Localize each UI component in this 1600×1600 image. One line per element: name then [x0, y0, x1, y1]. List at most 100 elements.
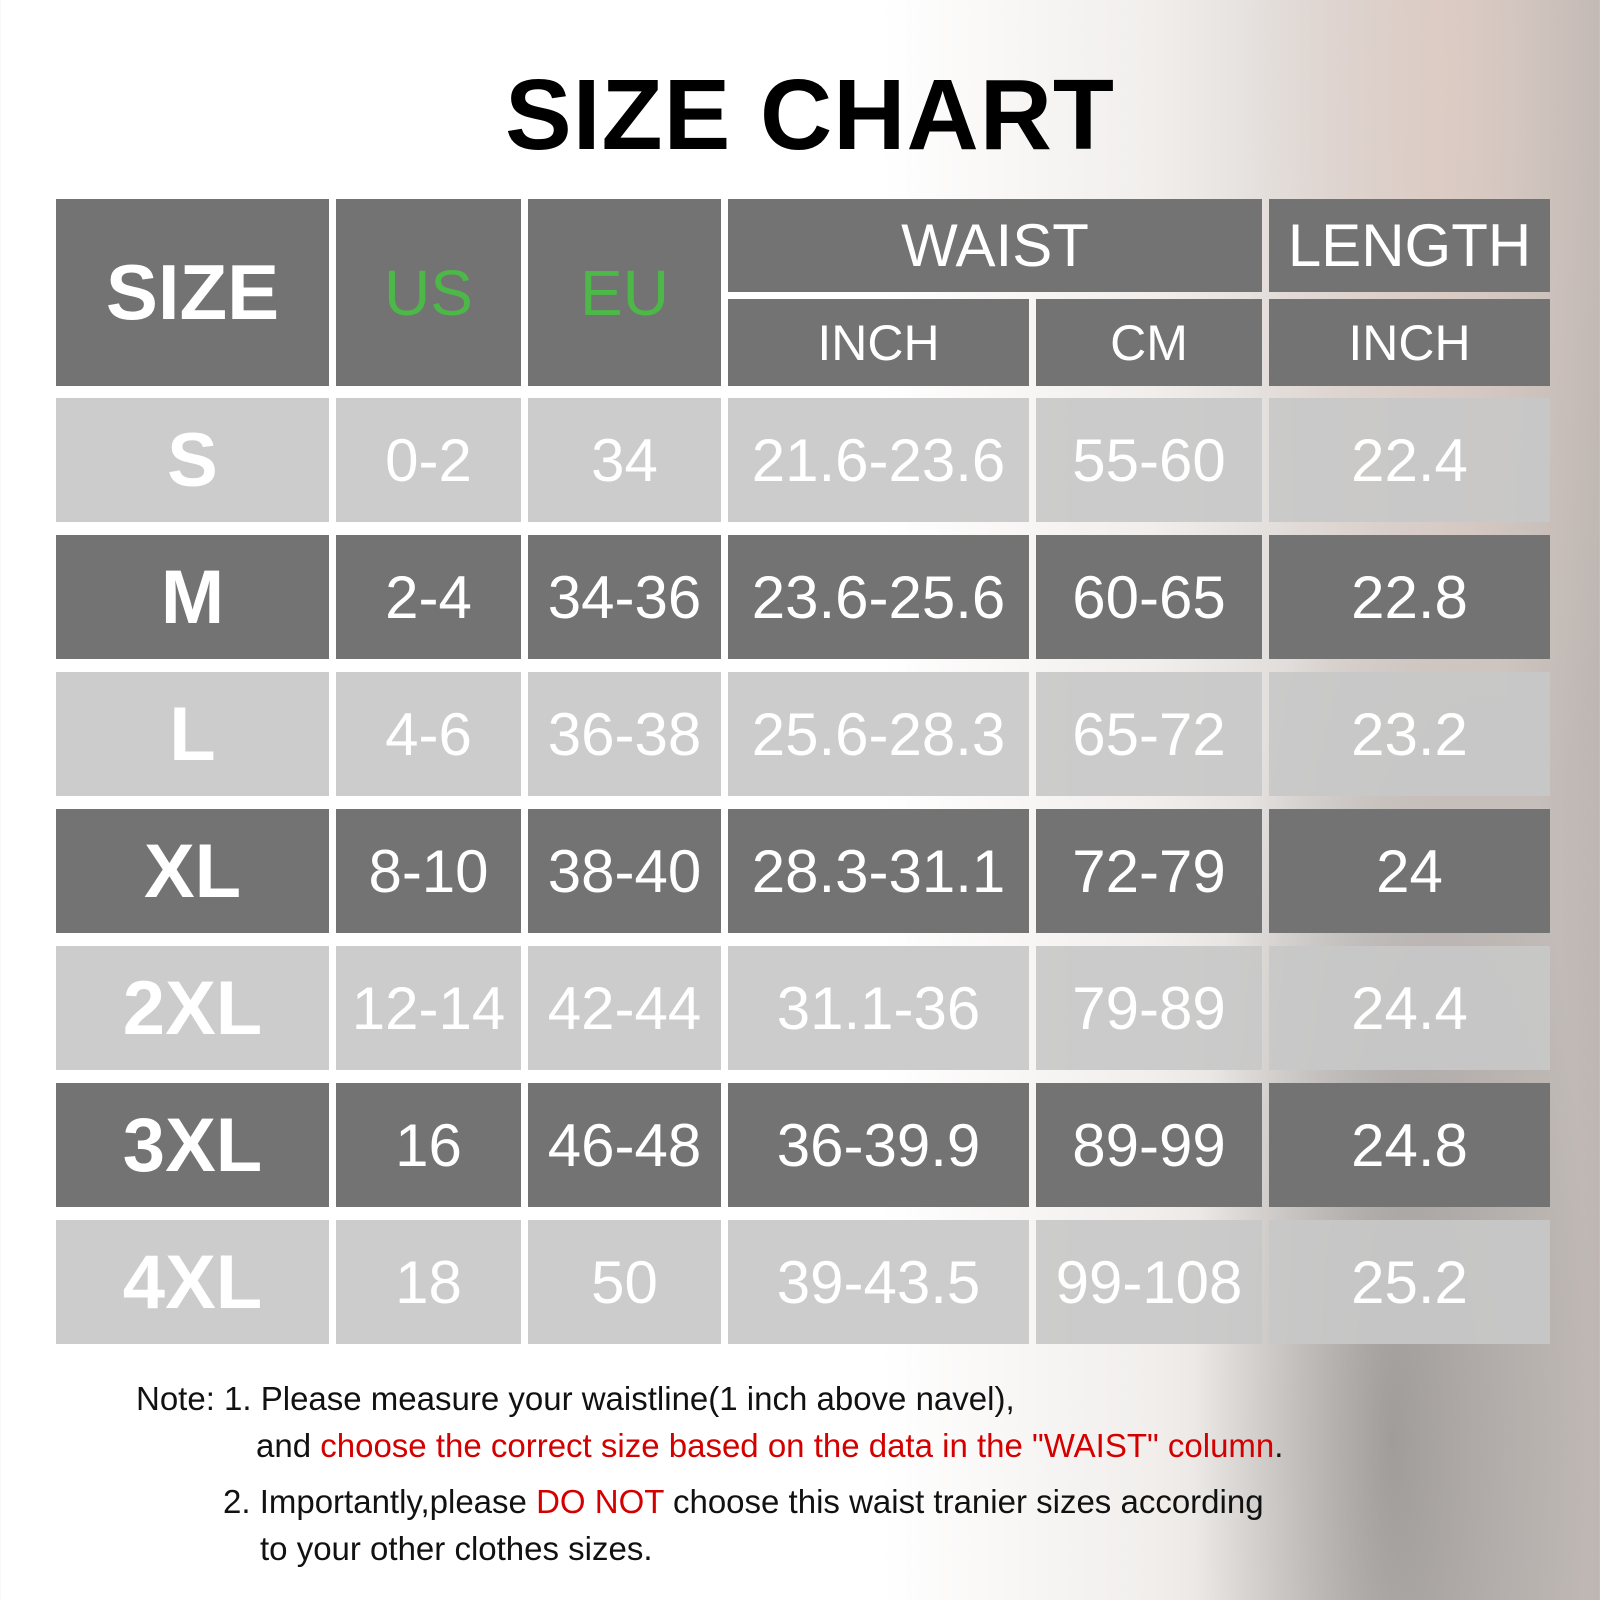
cell-inch: 23.6-25.6: [728, 535, 1029, 659]
table-row-3XL-size: 3XL: [56, 1083, 329, 1207]
table-row-4XL-cm: 99-108: [1036, 1220, 1262, 1344]
cell-us: 0-2: [336, 398, 521, 522]
table-row-4XL-us: 18: [336, 1220, 521, 1344]
table-row-M-size: M: [56, 535, 329, 659]
cell-cm: 99-108: [1036, 1220, 1262, 1344]
cell-eu: 46-48: [528, 1083, 721, 1207]
header-eu: EU: [528, 199, 721, 386]
cell-eu: 38-40: [528, 809, 721, 933]
table-row-XL-cm: 72-79: [1036, 809, 1262, 933]
cell-us: 16: [336, 1083, 521, 1207]
table-row-S-length: 22.4: [1269, 398, 1550, 522]
table-row-S-eu: 34: [528, 398, 721, 522]
cell-inch: 36-39.9: [728, 1083, 1029, 1207]
table-row-S-size: S: [56, 398, 329, 522]
page-title: SIZE CHART: [505, 59, 1115, 171]
table-row-3XL-eu: 46-48: [528, 1083, 721, 1207]
header-waist-inch: INCH: [728, 299, 1029, 386]
cell-inch: 28.3-31.1: [728, 809, 1029, 933]
table-row-M-inch: 23.6-25.6: [728, 535, 1029, 659]
cell-inch: 21.6-23.6: [728, 398, 1029, 522]
table-row-L-length: 23.2: [1269, 672, 1550, 796]
cell-eu: 34-36: [528, 535, 721, 659]
cell-size: XL: [56, 809, 329, 933]
cell-length: 22.8: [1269, 535, 1550, 659]
cell-eu: 42-44: [528, 946, 721, 1070]
cell-size: L: [56, 672, 329, 796]
cell-cm: 79-89: [1036, 946, 1262, 1070]
table-row-4XL-length: 25.2: [1269, 1220, 1550, 1344]
header-length: LENGTH: [1269, 199, 1550, 292]
cell-us: 8-10: [336, 809, 521, 933]
table-row-2XL-us: 12-14: [336, 946, 521, 1070]
cell-cm: 55-60: [1036, 398, 1262, 522]
table-row-XL-us: 8-10: [336, 809, 521, 933]
size-table: SIZE US EU WAIST LENGTH INCH CM INCH S 0-…: [56, 199, 1550, 1344]
table-row-L-us: 4-6: [336, 672, 521, 796]
cell-us: 18: [336, 1220, 521, 1344]
note-highlight: DO NOT: [536, 1483, 664, 1520]
table-row-4XL-eu: 50: [528, 1220, 721, 1344]
cell-size: 4XL: [56, 1220, 329, 1344]
cell-us: 12-14: [336, 946, 521, 1070]
table-row-XL-length: 24: [1269, 809, 1550, 933]
table-row-2XL-cm: 79-89: [1036, 946, 1262, 1070]
cell-inch: 31.1-36: [728, 946, 1029, 1070]
cell-cm: 60-65: [1036, 535, 1262, 659]
table-row-M-us: 2-4: [336, 535, 521, 659]
header-waist: WAIST: [728, 199, 1262, 292]
table-row-S-inch: 21.6-23.6: [728, 398, 1029, 522]
cell-length: 23.2: [1269, 672, 1550, 796]
table-row-S-us: 0-2: [336, 398, 521, 522]
header-length-inch: INCH: [1269, 299, 1550, 386]
cell-length: 24.8: [1269, 1083, 1550, 1207]
cell-eu: 34: [528, 398, 721, 522]
table-row-XL-inch: 28.3-31.1: [728, 809, 1029, 933]
cell-length: 24: [1269, 809, 1550, 933]
table-row-3XL-us: 16: [336, 1083, 521, 1207]
note-2-cont: to your other clothes sizes.: [260, 1530, 653, 1567]
table-row-L-eu: 36-38: [528, 672, 721, 796]
header-us: US: [336, 199, 521, 386]
cell-size: 2XL: [56, 946, 329, 1070]
table-row-4XL-inch: 39-43.5: [728, 1220, 1029, 1344]
note-highlight: choose the correct size based on the dat…: [320, 1427, 1275, 1464]
table-row-3XL-cm: 89-99: [1036, 1083, 1262, 1207]
note-text: and: [256, 1427, 321, 1464]
note-text: choose this waist tranier sizes accordin…: [663, 1483, 1264, 1520]
cell-inch: 25.6-28.3: [728, 672, 1029, 796]
note-text: 2. Importantly,please: [223, 1483, 537, 1520]
table-row-3XL-length: 24.8: [1269, 1083, 1550, 1207]
cell-us: 2-4: [336, 535, 521, 659]
table-row-2XL-length: 24.4: [1269, 946, 1550, 1070]
cell-size: M: [56, 535, 329, 659]
table-row-L-inch: 25.6-28.3: [728, 672, 1029, 796]
cell-size: 3XL: [56, 1083, 329, 1207]
cell-size: S: [56, 398, 329, 522]
cell-us: 4-6: [336, 672, 521, 796]
table-row-2XL-size: 2XL: [56, 946, 329, 1070]
table-row-XL-eu: 38-40: [528, 809, 721, 933]
notes: Note: 1. Please measure your waistline(1…: [136, 1375, 1283, 1572]
table-row-M-cm: 60-65: [1036, 535, 1262, 659]
note-1-cont: and choose the correct size based on the…: [136, 1422, 1283, 1469]
cell-eu: 50: [528, 1220, 721, 1344]
table-row-L-cm: 65-72: [1036, 672, 1262, 796]
cell-cm: 89-99: [1036, 1083, 1262, 1207]
table-row-M-length: 22.8: [1269, 535, 1550, 659]
table-row-L-size: L: [56, 672, 329, 796]
cell-cm: 65-72: [1036, 672, 1262, 796]
header-size: SIZE: [56, 199, 329, 386]
cell-inch: 39-43.5: [728, 1220, 1029, 1344]
table-row-4XL-size: 4XL: [56, 1220, 329, 1344]
table-row-2XL-inch: 31.1-36: [728, 946, 1029, 1070]
cell-eu: 36-38: [528, 672, 721, 796]
table-row-M-eu: 34-36: [528, 535, 721, 659]
cell-cm: 72-79: [1036, 809, 1262, 933]
cell-length: 24.4: [1269, 946, 1550, 1070]
table-row-3XL-inch: 36-39.9: [728, 1083, 1029, 1207]
cell-length: 25.2: [1269, 1220, 1550, 1344]
table-row-S-cm: 55-60: [1036, 398, 1262, 522]
note-1: Note: 1. Please measure your waistline(1…: [136, 1380, 1015, 1417]
cell-length: 22.4: [1269, 398, 1550, 522]
